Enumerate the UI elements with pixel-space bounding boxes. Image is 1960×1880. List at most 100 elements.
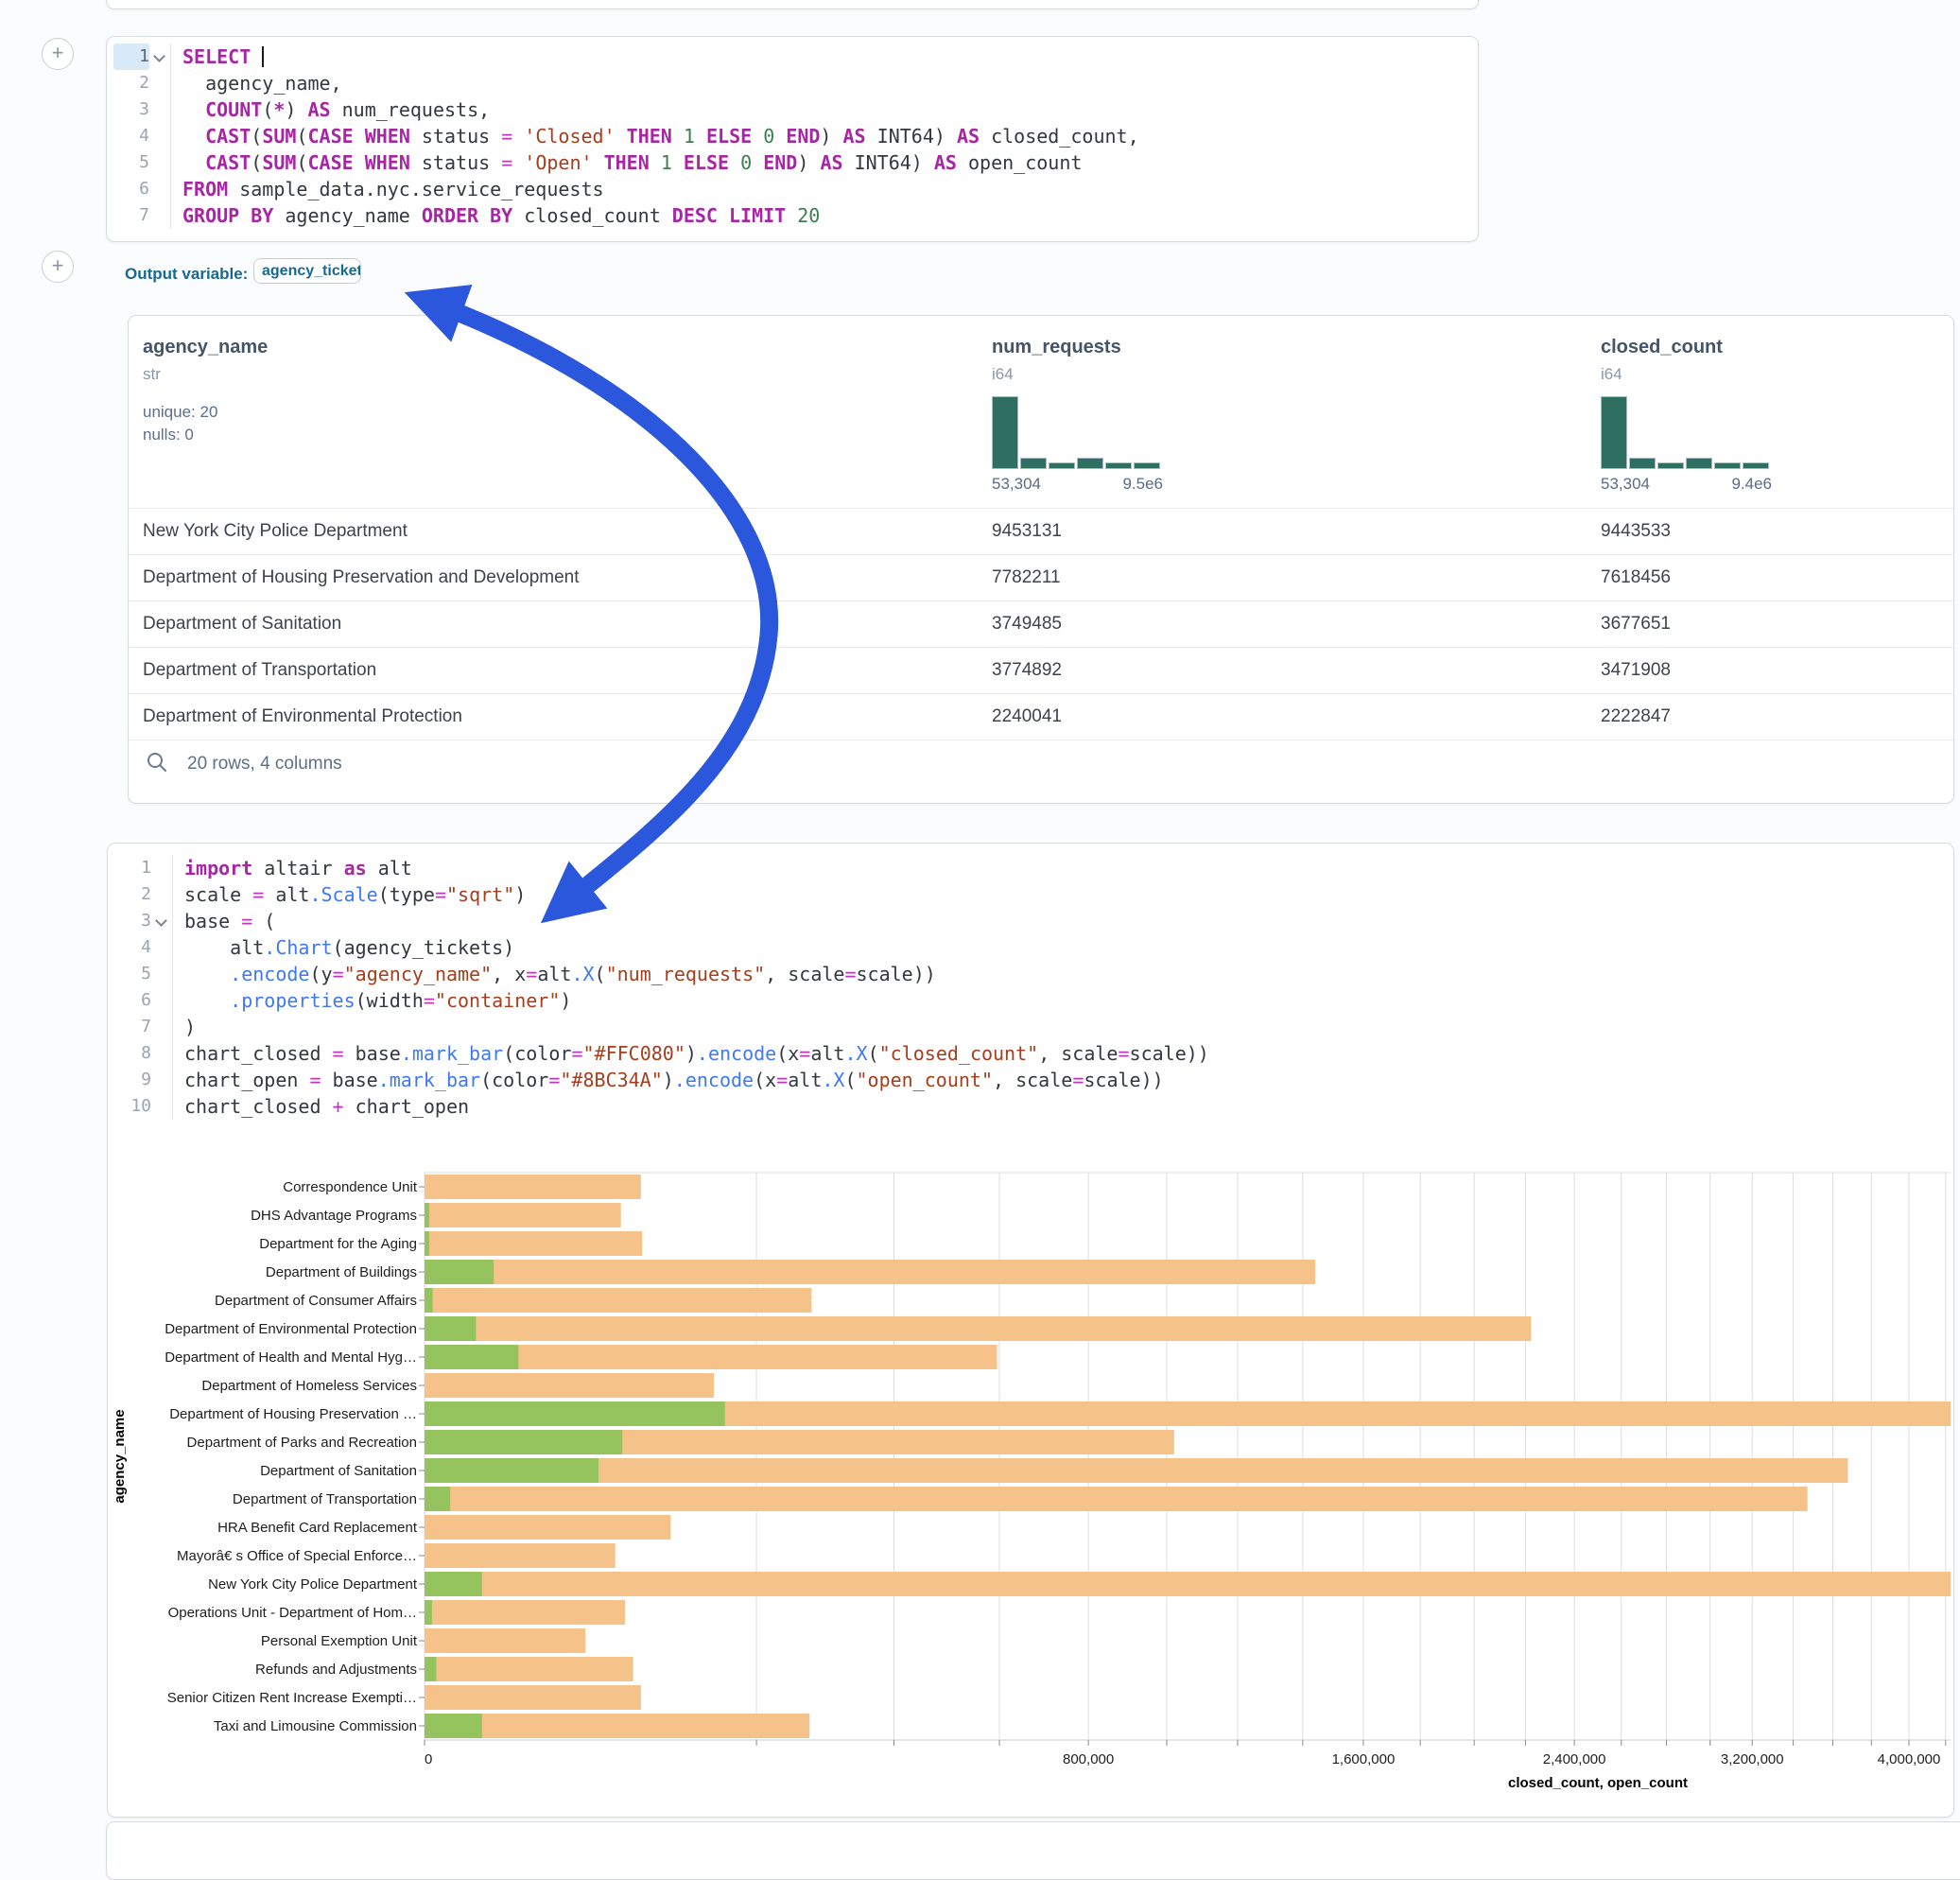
line-number: 2 (115, 881, 151, 908)
line-number: 4 (113, 123, 149, 149)
line-number: 5 (113, 149, 149, 176)
table-cell: Department of Transportation (143, 660, 376, 681)
code-text: FROM sample_data.nyc.service_requests (170, 176, 604, 202)
previous-cell-edge (106, 0, 1479, 9)
caret-slot (151, 987, 172, 1014)
code-line[interactable]: 4 CAST(SUM(CASE WHEN status = 'Closed' T… (113, 123, 1466, 149)
caret-slot (149, 202, 170, 229)
line-number: 1 (115, 855, 151, 881)
code-line[interactable]: 2 scale = alt.Scale(type="sqrt") (115, 881, 1940, 908)
code-line[interactable]: 5 .encode(y="agency_name", x=alt.X("num_… (115, 961, 1940, 987)
code-text: scale = alt.Scale(type="sqrt") (172, 881, 526, 908)
line-number: 4 (115, 934, 151, 961)
fold-chevron-icon[interactable] (151, 908, 172, 934)
table-cell: 3677651 (1601, 614, 1671, 635)
code-text: ) (172, 1014, 196, 1040)
table-cell: Department of Housing Preservation and D… (143, 567, 580, 588)
code-text: import altair as alt (172, 855, 412, 881)
code-text: CAST(SUM(CASE WHEN status = 'Closed' THE… (170, 123, 1139, 149)
output-variable-pill[interactable]: agency_tickets (253, 258, 361, 284)
caret-slot (151, 1067, 172, 1093)
histogram-closed_count (1601, 396, 1769, 469)
code-text: GROUP BY agency_name ORDER BY closed_cou… (170, 202, 820, 229)
code-text: CAST(SUM(CASE WHEN status = 'Open' THEN … (170, 149, 1082, 176)
histogram-range-labels: 53,3049.4e6 (1601, 475, 1772, 494)
table-cell: 3749485 (992, 614, 1062, 635)
code-text: .encode(y="agency_name", x=alt.X("num_re… (172, 961, 936, 987)
code-text: .properties(width="container") (172, 987, 571, 1014)
add-cell-button-top[interactable]: + (42, 38, 74, 70)
code-text: base = ( (172, 908, 275, 934)
caret-slot (151, 1093, 172, 1120)
code-line[interactable]: 2 agency_name, (113, 70, 1466, 96)
code-text: SELECT (170, 44, 264, 70)
code-line[interactable]: 6FROM sample_data.nyc.service_requests (113, 176, 1466, 202)
line-number: 5 (115, 961, 151, 987)
fold-chevron-icon[interactable] (149, 44, 170, 70)
code-line[interactable]: 6 .properties(width="container") (115, 987, 1940, 1014)
code-text: chart_open = base.mark_bar(color="#8BC34… (172, 1067, 1164, 1093)
code-line[interactable]: 5 CAST(SUM(CASE WHEN status = 'Open' THE… (113, 149, 1466, 176)
line-number: 3 (115, 908, 151, 934)
table-cell: 7618456 (1601, 567, 1671, 588)
line-number: 3 (113, 96, 149, 123)
caret-slot (151, 934, 172, 961)
caret-slot (151, 881, 172, 908)
code-line[interactable]: 3 COUNT(*) AS num_requests, (113, 96, 1466, 123)
code-line[interactable]: 8 chart_closed = base.mark_bar(color="#FF… (115, 1040, 1940, 1067)
table-row[interactable]: Department of Housing Preservation and D… (129, 554, 1953, 601)
python-editor[interactable]: 1 import altair as alt 2 scale = alt.Scale(… (115, 855, 1940, 1120)
table-cell: 9453131 (992, 521, 1062, 542)
code-line[interactable]: 7) (115, 1014, 1940, 1040)
column-header-closed_count[interactable]: closed_counti64 (1601, 337, 1723, 384)
line-number: 7 (115, 1014, 151, 1040)
column-header-num_requests[interactable]: num_requestsi64 (992, 337, 1121, 384)
column-header-agency_name[interactable]: agency_namestrunique: 20nulls: 0 (143, 337, 268, 446)
code-line[interactable]: 4 alt.Chart(agency_tickets) (115, 934, 1940, 961)
code-line[interactable]: 1 SELECT (113, 44, 1466, 70)
table-row[interactable]: New York City Police Department 9453131 94… (129, 508, 1953, 555)
line-number: 9 (115, 1067, 151, 1093)
caret-slot (151, 961, 172, 987)
caret-slot (149, 123, 170, 149)
code-text: agency_name, (170, 70, 342, 96)
table-row[interactable]: Department of Transportation 3774892 34719… (129, 647, 1953, 694)
histogram-range-labels: 53,3049.5e6 (992, 475, 1163, 494)
output-variable-label: Output variable: (125, 265, 248, 284)
table-cell: 2222847 (1601, 706, 1671, 727)
caret-slot (149, 176, 170, 202)
table-cell: Department of Sanitation (143, 614, 341, 635)
caret-slot (151, 855, 172, 881)
code-text: chart_closed + chart_open (172, 1093, 469, 1120)
table-cell: 9443533 (1601, 521, 1671, 542)
table-row[interactable]: Department of Sanitation 3749485 3677651 (129, 601, 1953, 648)
line-number: 7 (113, 202, 149, 229)
table-cell: New York City Police Department (143, 521, 408, 542)
result-table-card: agency_namestrunique: 20nulls: 0 num_requ… (128, 315, 1954, 804)
code-line[interactable]: 3 base = ( (115, 908, 1940, 934)
code-line[interactable]: 10 chart_closed + chart_open (115, 1093, 1940, 1120)
table-cell: 3471908 (1601, 660, 1671, 681)
add-cell-button-output[interactable]: + (42, 251, 74, 283)
code-line[interactable]: 9 chart_open = base.mark_bar(color="#8BC3… (115, 1067, 1940, 1093)
code-line[interactable]: 1 import altair as alt (115, 855, 1940, 881)
search-icon[interactable] (146, 751, 168, 774)
table-cell: 3774892 (992, 660, 1062, 681)
caret-slot (151, 1040, 172, 1067)
text-cursor (262, 46, 264, 67)
table-footer-summary: 20 rows, 4 columns (187, 754, 342, 775)
next-cell-edge (106, 1821, 1960, 1880)
code-text: alt.Chart(agency_tickets) (172, 934, 514, 961)
caret-slot (151, 1014, 172, 1040)
line-number: 1 (113, 44, 149, 70)
line-number: 8 (115, 1040, 151, 1067)
table-row[interactable]: Department of Environmental Protection22… (129, 693, 1953, 740)
code-text: chart_closed = base.mark_bar(color="#FFC… (172, 1040, 1209, 1067)
code-line[interactable]: 7 GROUP BY agency_name ORDER BY closed_co… (113, 202, 1466, 229)
line-number: 10 (115, 1093, 151, 1120)
sql-editor[interactable]: 1 SELECT 2 agency_name,3 COUNT(*) AS num_… (113, 44, 1466, 229)
caret-slot (149, 96, 170, 123)
code-text: COUNT(*) AS num_requests, (170, 96, 490, 123)
table-cell: 7782211 (992, 567, 1061, 588)
line-number: 6 (115, 987, 151, 1014)
